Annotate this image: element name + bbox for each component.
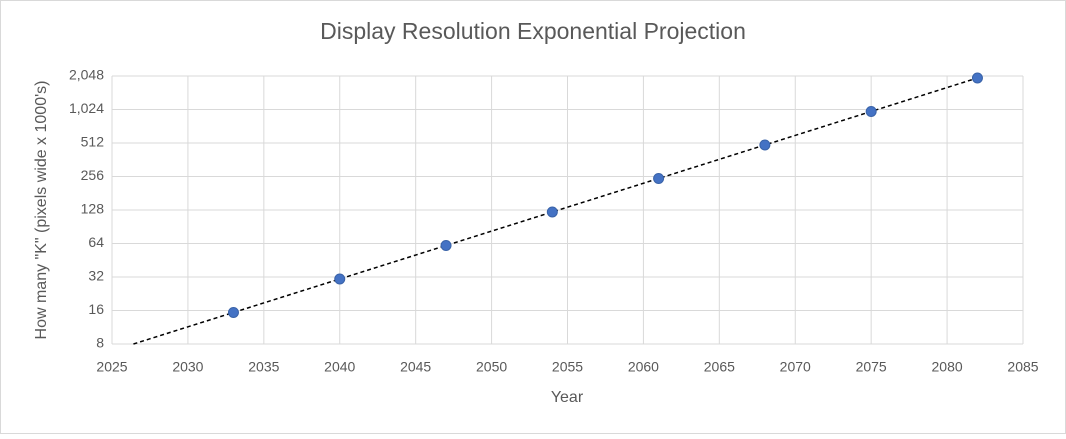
point [440,239,452,251]
x-tick-label: 2045 [400,359,431,375]
x-axis-label: Year [551,389,584,406]
x-tick-label: 2050 [476,359,507,375]
x-tick-label: 2040 [324,359,355,375]
y-axis-label: How many "K" (pixels wide x 1000's) [33,81,50,340]
x-tick-label: 2055 [552,359,583,375]
y-tick-label: 2,048 [69,67,104,83]
x-tick-label: 2065 [704,359,735,375]
y-tick-label: 512 [81,134,105,150]
point [971,72,983,84]
point [334,273,346,285]
x-tick-label: 2030 [172,359,203,375]
x-tick-label: 2080 [932,359,963,375]
x-tick-label: 2075 [856,359,887,375]
x-tick-label: 2025 [96,359,127,375]
point [546,206,558,218]
x-tick-label: 2070 [780,359,811,375]
point [227,306,239,318]
y-tick-label: 16 [88,301,104,317]
y-tick-label: 32 [88,268,104,284]
y-tick-label: 8 [96,335,104,351]
point [865,105,877,117]
y-tick-label: 64 [88,234,104,250]
y-tick-label: 256 [81,167,105,183]
y-tick-label: 128 [81,201,105,217]
x-tick-label: 2060 [628,359,659,375]
y-tick-label: 1,024 [69,100,104,116]
point [653,172,665,184]
point [759,139,771,151]
chart-title: Display Resolution Exponential Projectio… [320,18,746,44]
x-tick-label: 2035 [248,359,279,375]
x-tick-label: 2085 [1007,359,1038,375]
